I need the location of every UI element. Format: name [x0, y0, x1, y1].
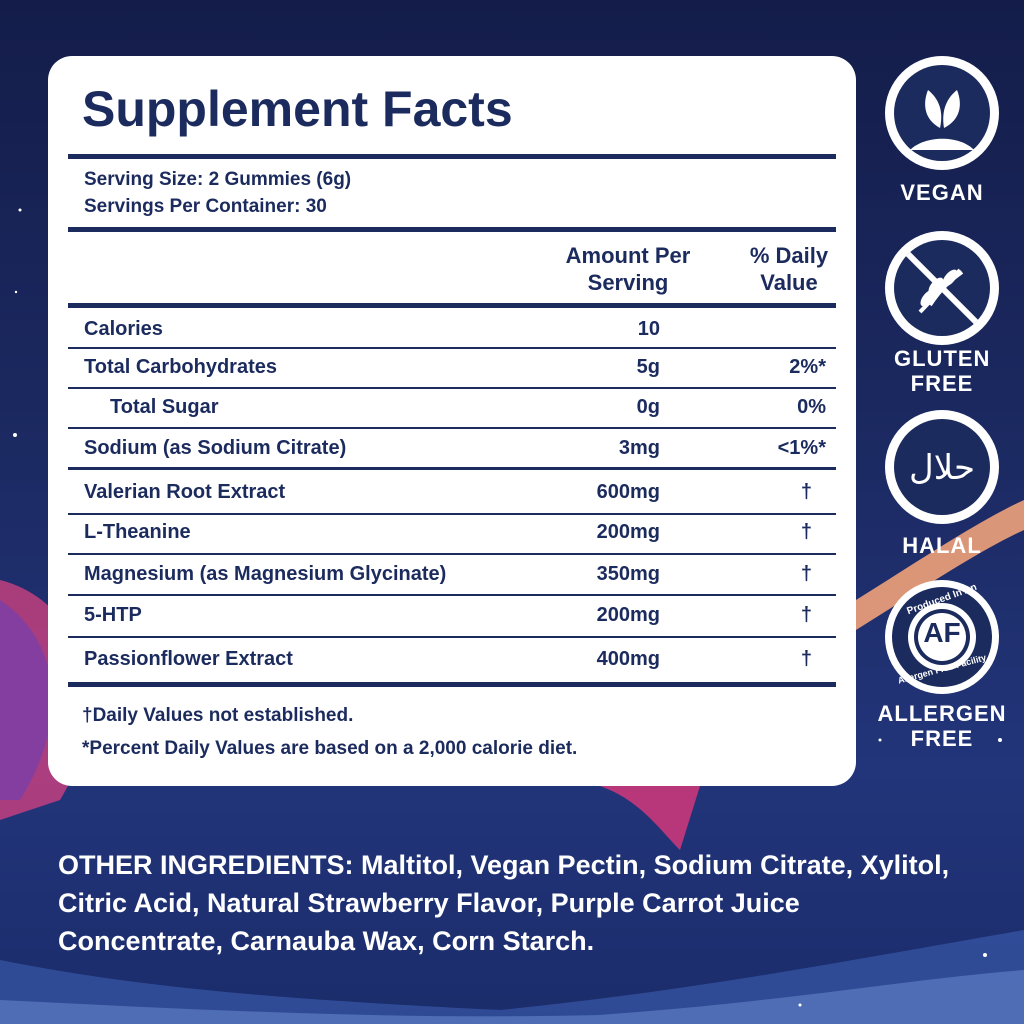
row-daily-value: †	[800, 648, 812, 670]
servings-per-container: Servings Per Container: 30	[84, 196, 327, 217]
rule	[68, 303, 836, 308]
row-name: Passionflower Extract	[84, 648, 293, 670]
row-amount: 3mg	[618, 437, 660, 459]
row-amount: 5g	[636, 356, 660, 378]
row-name: Total Carbohydrates	[84, 356, 277, 378]
row-name: Total Sugar	[110, 396, 219, 418]
row-rule	[68, 553, 836, 555]
row-amount: 400mg	[596, 648, 660, 670]
rule	[68, 154, 836, 159]
ingredients-label: OTHER INGREDIENTS:	[58, 850, 354, 880]
row-rule	[68, 427, 836, 429]
badge-label: HALAL	[902, 533, 982, 558]
row-amount: 200mg	[596, 521, 660, 543]
row-daily-value: †	[800, 521, 812, 543]
rule	[68, 682, 836, 687]
halal-symbol: حلال	[908, 448, 975, 488]
row-rule	[68, 513, 836, 515]
row-rule	[68, 636, 836, 638]
row-name: Valerian Root Extract	[84, 481, 286, 503]
other-ingredients: OTHER INGREDIENTS: Maltitol, Vegan Pecti…	[58, 846, 958, 960]
row-rule	[68, 467, 836, 470]
facts-panel: Supplement Facts Serving Size: 2 Gummies…	[48, 56, 856, 786]
row-daily-value: 2%*	[789, 356, 826, 378]
badge-icons	[885, 56, 999, 694]
row-rule	[68, 347, 836, 349]
ingredients-text: Maltitol, Vegan Pectin, Sodium Citrate, …	[58, 850, 950, 956]
row-amount: 350mg	[596, 563, 660, 585]
badge-label: ALLERGEN FREE	[877, 701, 1007, 751]
footnote: †Daily Values not established.	[82, 705, 354, 726]
row-name: 5-HTP	[84, 604, 142, 626]
row-amount: 600mg	[596, 481, 660, 503]
row-name: L-Theanine	[84, 521, 191, 543]
row-daily-value: †	[800, 481, 812, 503]
row-amount: 10	[637, 318, 660, 340]
row-amount: 0g	[636, 396, 660, 418]
row-rule	[68, 594, 836, 596]
row-name: Magnesium (as Magnesium Glycinate)	[84, 563, 447, 585]
badge-label: GLUTEN FREE	[894, 346, 991, 396]
badge-label: VEGAN	[900, 180, 984, 205]
footnote: *Percent Daily Values are based on a 2,0…	[82, 738, 578, 759]
af-mark: AF	[923, 617, 961, 648]
rule	[68, 227, 836, 232]
column-header: Amount Per Serving	[565, 243, 691, 295]
row-daily-value: †	[800, 563, 812, 585]
row-daily-value: 0%	[797, 396, 826, 418]
row-amount: 200mg	[596, 604, 660, 626]
row-daily-value: <1%*	[777, 437, 826, 459]
title: Supplement Facts	[82, 81, 513, 137]
row-name: Sodium (as Sodium Citrate)	[84, 437, 347, 459]
serving-size: Serving Size: 2 Gummies (6g)	[84, 169, 352, 190]
column-header: % Daily Value	[749, 243, 829, 295]
row-name: Calories	[84, 318, 163, 340]
row-daily-value: †	[800, 604, 812, 626]
row-rule	[68, 387, 836, 389]
